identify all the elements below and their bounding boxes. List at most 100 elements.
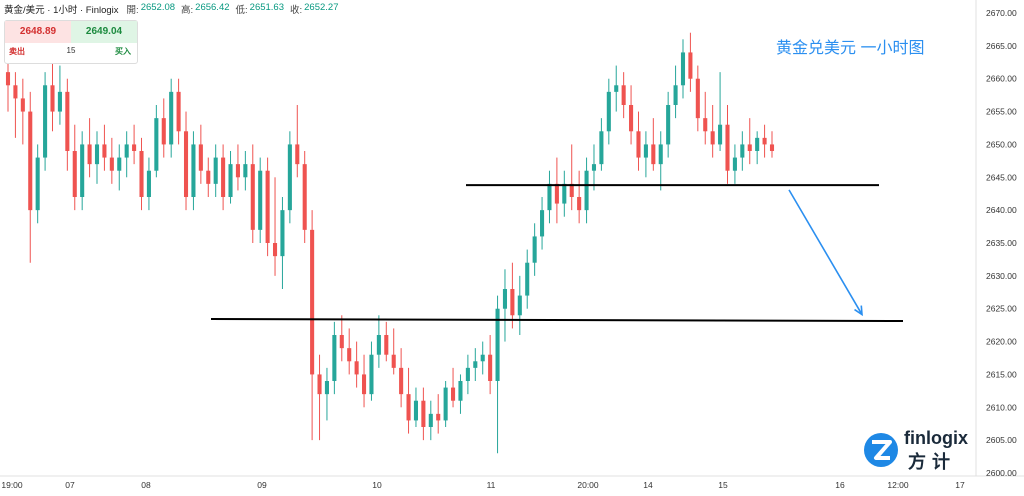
- candle: [584, 157, 589, 224]
- candle-body: [562, 183, 567, 204]
- candle: [57, 65, 62, 125]
- finlogix-logo-icon: [864, 433, 898, 467]
- candle: [302, 151, 307, 243]
- candle: [762, 124, 767, 158]
- candle-body: [547, 183, 552, 211]
- quantity-input[interactable]: 15: [66, 46, 76, 55]
- candle: [354, 341, 359, 388]
- open-label: 開:: [126, 5, 139, 16]
- candle: [562, 170, 567, 217]
- candle-body: [132, 144, 137, 151]
- candle-body: [161, 118, 166, 145]
- price-tick-label: 2660.00: [986, 74, 1017, 84]
- candle: [673, 65, 678, 119]
- low-value: 2651.63: [249, 2, 284, 13]
- candle: [495, 295, 500, 454]
- candle-body: [228, 164, 233, 197]
- candle-body: [510, 289, 515, 316]
- candle: [718, 72, 723, 151]
- candle-body: [710, 131, 715, 145]
- price-tick-label: 2600.00: [986, 468, 1017, 478]
- support-line: [210, 318, 904, 323]
- candle: [124, 131, 129, 178]
- candle-body: [265, 170, 270, 243]
- candle: [369, 341, 374, 401]
- candle-body: [495, 308, 500, 381]
- time-tick-label: 14: [643, 480, 653, 490]
- candle-body: [354, 361, 359, 375]
- candle-body: [762, 137, 767, 145]
- candle-body: [473, 361, 478, 368]
- logo-chinese: 方计: [908, 452, 956, 472]
- close-value: 2652.27: [304, 2, 339, 13]
- finlogix-logo: finlogix 方计: [862, 428, 982, 472]
- buy-price-button[interactable]: 2649.04: [71, 21, 137, 43]
- candle: [20, 78, 25, 145]
- candle: [413, 387, 419, 427]
- candle: [458, 374, 463, 414]
- candle-body: [87, 144, 92, 165]
- candle-body: [384, 335, 389, 355]
- candle-body: [102, 144, 107, 158]
- candle: [206, 157, 211, 197]
- candle-body: [406, 394, 411, 421]
- candle: [384, 321, 389, 362]
- candle-body: [636, 131, 641, 158]
- candle-body: [569, 183, 574, 197]
- candle: [94, 131, 100, 184]
- candle: [176, 78, 181, 145]
- candle-body: [176, 91, 181, 132]
- candle: [443, 381, 448, 427]
- candle: [421, 387, 426, 441]
- candle-body: [50, 85, 55, 112]
- candle-body: [703, 118, 708, 132]
- candle: [339, 315, 344, 362]
- candle: [280, 197, 285, 289]
- candle-body: [243, 164, 248, 178]
- candle-body: [643, 144, 648, 158]
- candle-body: [109, 157, 114, 171]
- candle: [480, 341, 485, 375]
- candle: [191, 131, 196, 211]
- candle: [332, 321, 337, 395]
- candle-body: [658, 144, 663, 165]
- price-tick-label: 2610.00: [986, 402, 1017, 412]
- candle: [272, 177, 278, 276]
- sell-price-button[interactable]: 2648.89: [5, 21, 71, 43]
- candle-body: [428, 413, 433, 427]
- candle: [769, 131, 775, 158]
- candle-body: [369, 354, 374, 395]
- candle-body: [554, 183, 559, 204]
- candle: [740, 131, 745, 171]
- candle: [532, 223, 537, 276]
- price-tick-label: 2670.00: [986, 8, 1017, 18]
- price-tick-label: 2665.00: [986, 41, 1017, 51]
- price-tick-label: 2615.00: [986, 369, 1017, 379]
- candle: [502, 269, 508, 342]
- price-tick-label: 2635.00: [986, 238, 1017, 248]
- candle-body: [673, 85, 678, 105]
- candle-body: [13, 85, 18, 99]
- candle: [488, 335, 493, 395]
- candle: [324, 367, 329, 421]
- candle: [250, 144, 255, 243]
- price-tick-label: 2625.00: [986, 304, 1017, 314]
- time-tick-label: 17: [955, 480, 965, 490]
- sell-label[interactable]: 卖出: [9, 47, 25, 56]
- candle-body: [332, 335, 337, 381]
- candle-body: [480, 354, 485, 362]
- candle: [732, 144, 737, 184]
- candle-body: [376, 335, 381, 355]
- buy-label[interactable]: 买入: [115, 47, 131, 56]
- time-axis: 19:00 07 08 09 10 11 20:00 14 15 16 12:00 17: [1, 480, 965, 490]
- candle-body: [258, 170, 263, 230]
- candle: [577, 170, 582, 224]
- annotations-layer: [210, 184, 904, 323]
- candle: [599, 118, 604, 171]
- candle-body: [146, 170, 151, 197]
- candle-body: [584, 170, 589, 211]
- candle: [146, 157, 151, 211]
- candle-body: [139, 151, 144, 197]
